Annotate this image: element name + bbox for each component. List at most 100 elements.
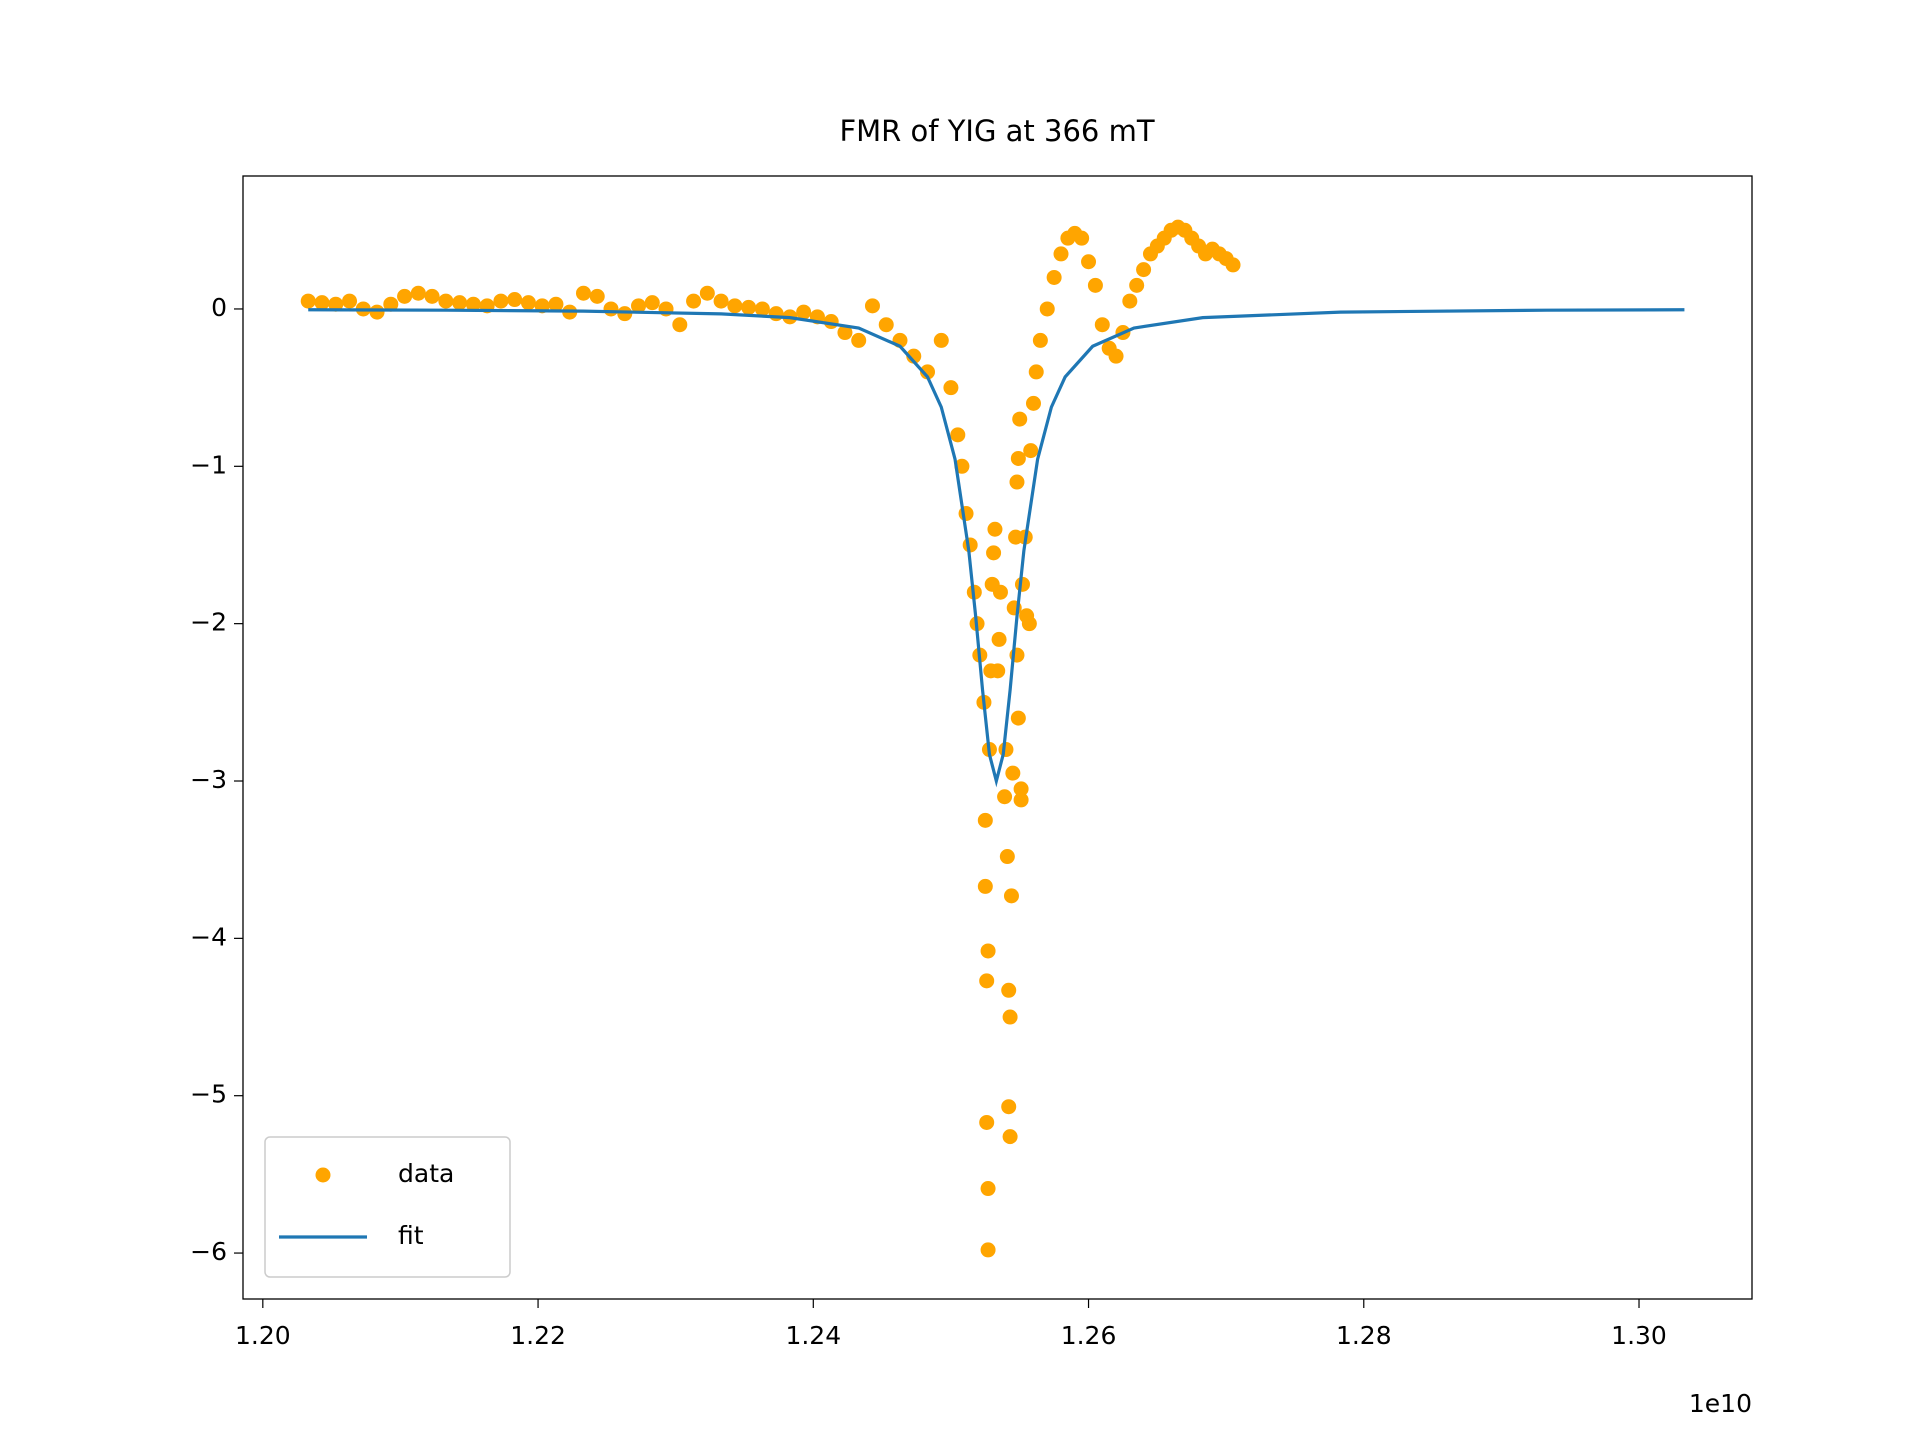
data-point: [397, 288, 413, 304]
data-point: [328, 296, 344, 312]
y-tick-label: −5: [190, 1080, 227, 1109]
data-point: [548, 296, 564, 312]
x-tick-label: 1.28: [1336, 1321, 1392, 1350]
data-point: [644, 295, 660, 311]
fit-line: [308, 308, 1685, 788]
data-point: [727, 298, 743, 314]
data-point: [520, 295, 536, 311]
data-point: [1002, 1009, 1018, 1025]
data-point: [465, 296, 481, 312]
y-tick-label: −4: [190, 922, 227, 951]
data-point: [507, 292, 523, 308]
data-point: [452, 295, 468, 311]
legend-label: fit: [398, 1221, 424, 1250]
legend-box: [264, 1136, 511, 1278]
data-point: [1129, 277, 1145, 293]
data-point: [997, 789, 1013, 805]
data-point: [1039, 301, 1055, 317]
data-point: [998, 742, 1014, 758]
data-point: [990, 663, 1006, 679]
data-point: [979, 973, 995, 989]
data-point: [589, 288, 605, 304]
x-tick-label: 1.26: [1061, 1321, 1117, 1350]
data-point: [603, 301, 619, 317]
data-point: [1013, 781, 1029, 797]
data-point: [878, 317, 894, 333]
data-point: [314, 295, 330, 311]
legend-label: data: [398, 1159, 454, 1188]
y-tick-label: −3: [190, 765, 227, 794]
data-point: [1122, 293, 1138, 309]
data-point: [438, 293, 454, 309]
data-point: [943, 380, 959, 396]
data-point: [383, 296, 399, 312]
data-point: [300, 293, 316, 309]
data-point: [1053, 246, 1069, 262]
data-point: [741, 299, 757, 315]
y-tick-label: −1: [190, 450, 227, 479]
data-point: [1074, 230, 1090, 246]
legend-marker: [315, 1167, 331, 1183]
data-point: [1021, 616, 1037, 632]
data-point: [987, 521, 1003, 537]
data-point: [575, 285, 591, 301]
data-point: [713, 293, 729, 309]
data-point: [631, 298, 647, 314]
data-point: [1005, 765, 1021, 781]
data-point: [977, 812, 993, 828]
data-point: [933, 332, 949, 348]
data-point: [617, 306, 633, 322]
data-point: [992, 584, 1008, 600]
data-point: [979, 1114, 995, 1130]
data-point: [1028, 364, 1044, 380]
data-point: [410, 285, 426, 301]
data-point: [1001, 982, 1017, 998]
data-point: [837, 325, 853, 341]
data-point: [1013, 792, 1029, 808]
data-point: [980, 943, 996, 959]
data-point: [796, 304, 812, 320]
data-point: [1094, 317, 1110, 333]
data-point: [768, 306, 784, 322]
data-point: [1023, 443, 1039, 459]
data-point: [493, 293, 509, 309]
axes-frame: [242, 175, 1753, 1300]
chart-title: FMR of YIG at 366 mT: [839, 114, 1154, 148]
data-point: [369, 304, 385, 320]
data-point: [1010, 450, 1026, 466]
data-point: [1001, 1099, 1017, 1115]
data-point: [851, 332, 867, 348]
data-point: [342, 293, 358, 309]
data-point: [1025, 395, 1041, 411]
x-tick-label: 1.22: [510, 1321, 566, 1350]
data-point: [672, 317, 688, 333]
y-tick-label: 0: [211, 293, 227, 322]
data-point: [1012, 411, 1028, 427]
x-tick-label: 1.30: [1611, 1321, 1667, 1350]
data-point: [1009, 474, 1025, 490]
data-point: [1108, 348, 1124, 364]
data-point: [686, 293, 702, 309]
data-point: [1136, 262, 1152, 278]
data-point: [980, 1181, 996, 1197]
data-point: [1010, 710, 1026, 726]
data-point: [986, 545, 1002, 561]
data-point: [1087, 277, 1103, 293]
data-point: [754, 301, 770, 317]
data-point: [950, 427, 966, 443]
x-tick-label: 1.24: [785, 1321, 841, 1350]
data-point: [1225, 257, 1241, 273]
data-point: [1032, 332, 1048, 348]
data-point: [1081, 254, 1097, 270]
data-point: [920, 364, 936, 380]
data-point: [864, 298, 880, 314]
plot-area: [300, 219, 1685, 1258]
x-tick-label: 1.20: [235, 1321, 291, 1350]
y-tick-label: −2: [190, 608, 227, 637]
data-point: [1046, 269, 1062, 285]
data-point: [906, 348, 922, 364]
data-point: [977, 878, 993, 894]
y-tick-label: −6: [190, 1237, 227, 1266]
